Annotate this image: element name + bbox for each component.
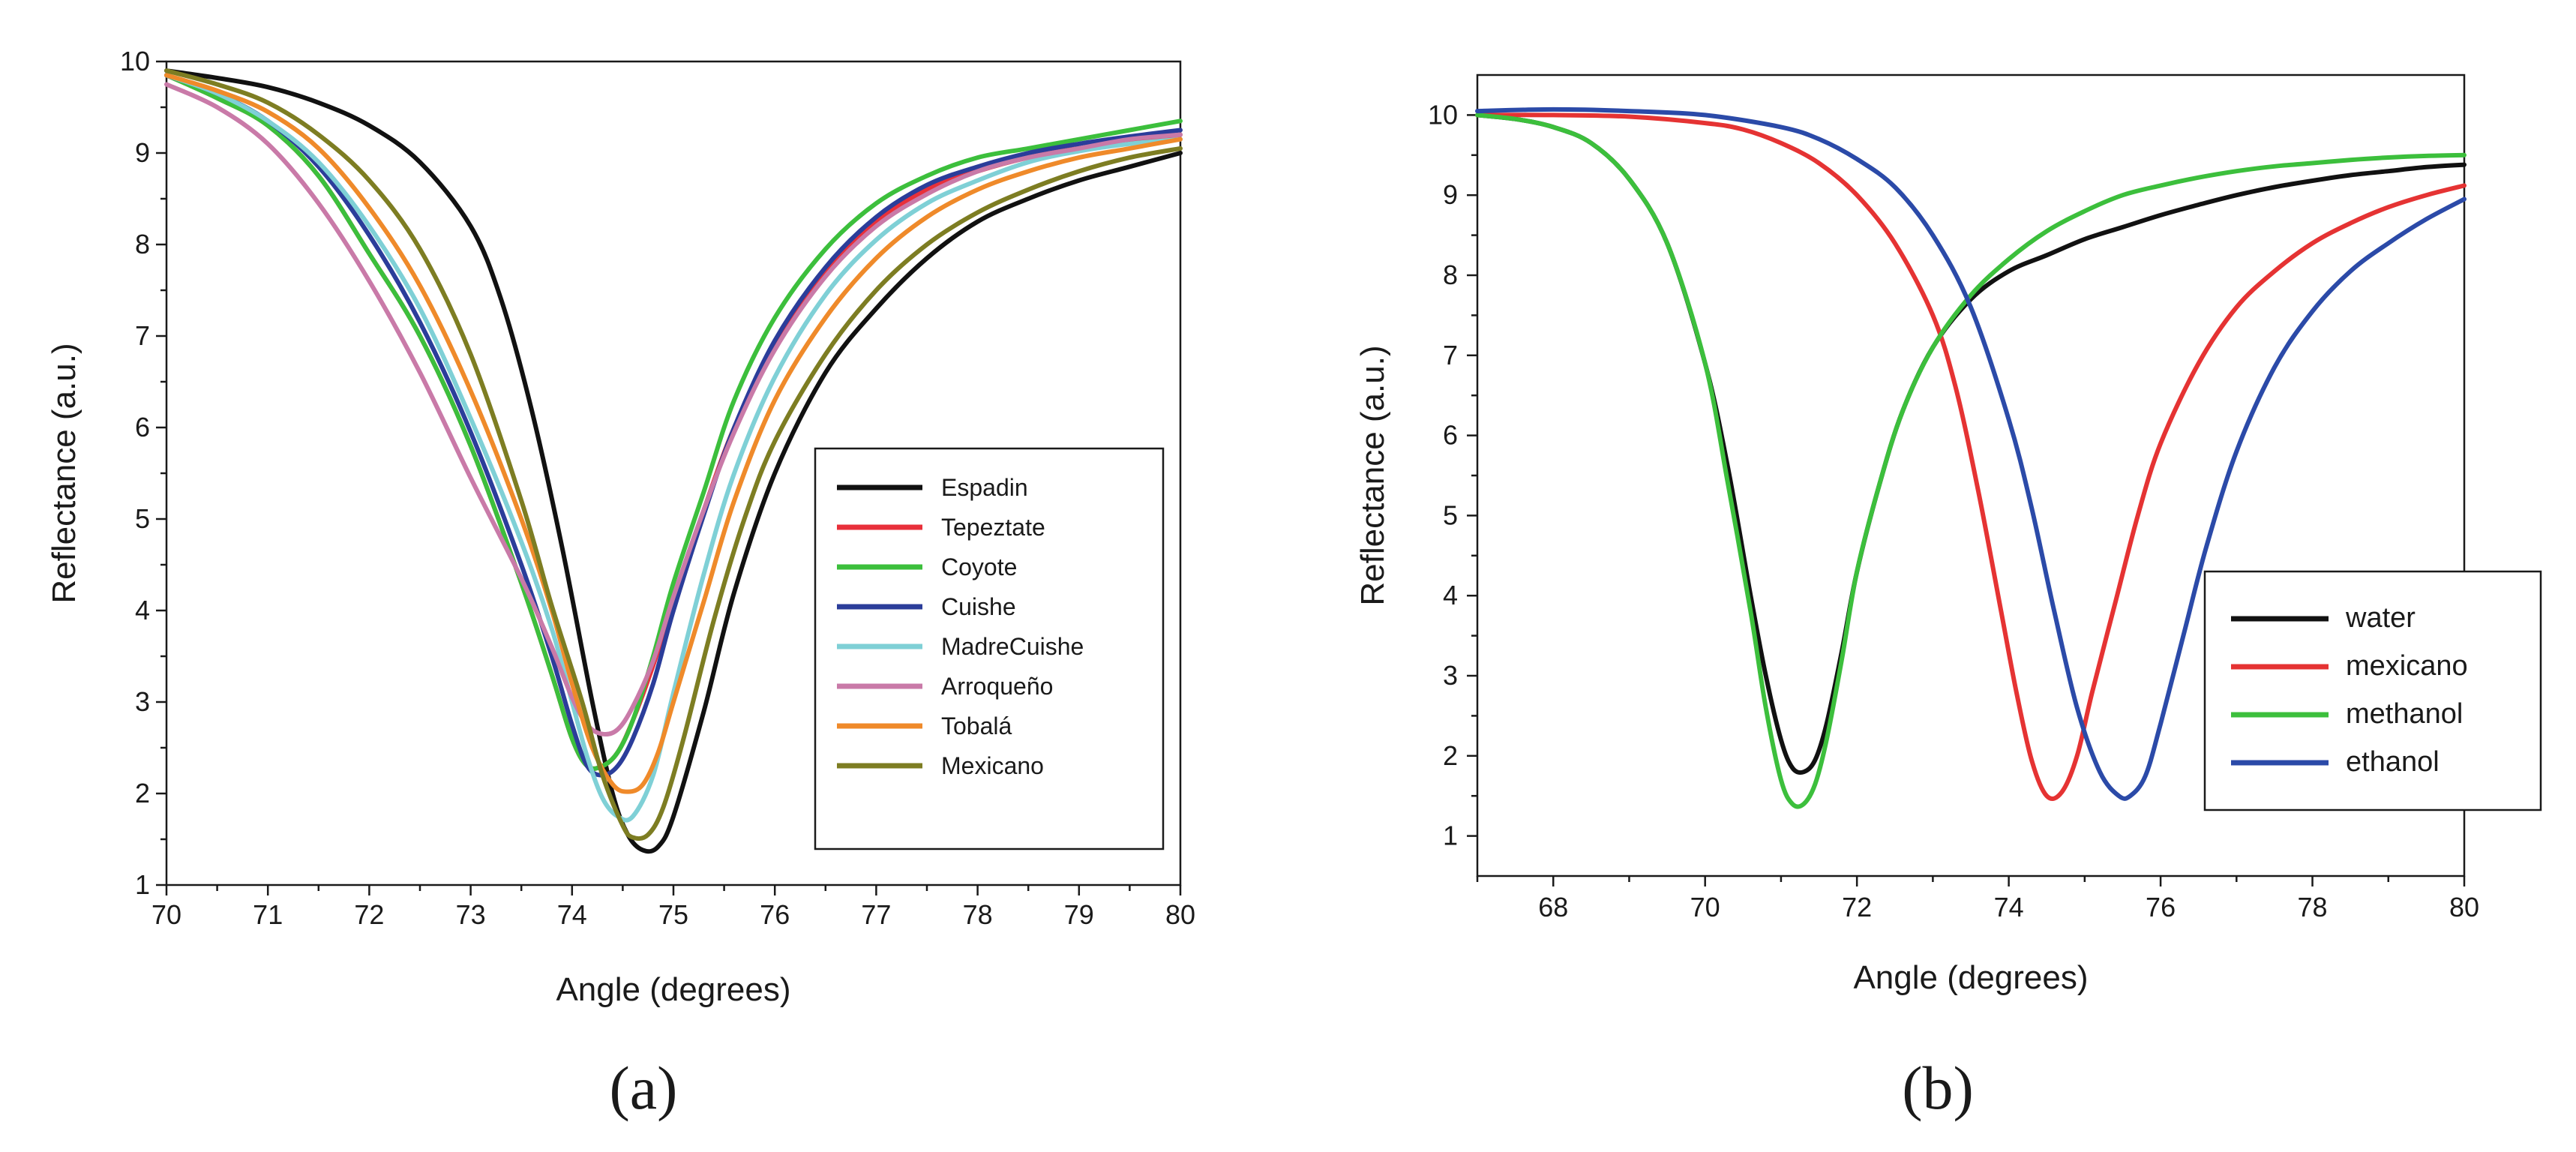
panel-a-y-tick-label-1: 2 — [135, 778, 150, 808]
panel-a-series-cuishe — [164, 73, 1183, 778]
panel-b-x-tick-label-1: 70 — [1690, 892, 1720, 922]
panel-a-x-tick-label-10: 80 — [1165, 899, 1195, 930]
panel-a-x-tick-label-3: 73 — [456, 899, 486, 930]
panel-a-y-tick-label-9: 10 — [120, 46, 150, 76]
panel-a-series-arroqueño — [164, 82, 1183, 737]
panel-a-x-axis-title: Angle (degrees) — [556, 971, 790, 1008]
panel-b-x-tick-label-3: 74 — [1994, 892, 2024, 922]
panel-b-x-tick-label-5: 78 — [2298, 892, 2328, 922]
panel-a-x-tick-label-6: 76 — [760, 899, 790, 930]
panel-b-y-tick-label-6: 7 — [1443, 340, 1458, 370]
panel-a-x-tick-label-7: 77 — [861, 899, 891, 930]
panel-b-x-tick-label-0: 68 — [1538, 892, 1568, 922]
panel-a-y-axis-title: Reflectance (a.u.) — [46, 343, 82, 603]
panel-a-legend-label-0: Espadin — [941, 474, 1028, 501]
panel-b-series-ethanol — [1475, 106, 2467, 801]
panel-a-x-tick-label-1: 71 — [253, 899, 283, 930]
panel-a-label: (a) — [609, 1054, 677, 1122]
panel-b-legend: water mexicano methanol ethanol — [2203, 570, 2542, 812]
panel-a-legend-label-6: Tobalá — [941, 712, 1012, 740]
panel-a-legend: Espadin Tepeztate Coyote Cuishe MadreCuishe A… — [814, 447, 1165, 850]
panel-a-legend-label-4: MadreCuishe — [941, 633, 1084, 660]
panel-b-series-methanol — [1475, 112, 2467, 809]
panel-b-x-tick-label-6: 80 — [2449, 892, 2479, 922]
panel-b-legend-label-2: methanol — [2346, 698, 2463, 730]
panel-a-y-tick-label-3: 4 — [135, 595, 150, 626]
panel-a-legend-label-5: Arroqueño — [941, 673, 1053, 700]
panel-b-legend-label-0: water — [2345, 602, 2416, 634]
panel-b-legend-items: water mexicano methanol ethanol — [2231, 602, 2468, 778]
panel-a-curves — [164, 68, 1183, 854]
panel-a-legend-label-3: Cuishe — [941, 593, 1016, 620]
panel-b-y-tick-label-7: 8 — [1443, 260, 1458, 290]
panel-a-series-mexicano — [164, 68, 1183, 842]
panel-b-series-mexicano — [1475, 112, 2467, 801]
panel-a-legend-label-7: Mexicano — [941, 752, 1044, 779]
panel-a-legend-label-1: Tepeztate — [941, 514, 1045, 541]
panel-a-series-madrecuishe — [164, 73, 1183, 823]
panel-a-series-coyote — [164, 73, 1183, 771]
panel-a-legend-label-2: Coyote — [941, 554, 1017, 580]
panel-a-x-tick-label-0: 70 — [151, 899, 181, 930]
panel-b-legend-label-1: mexicano — [2346, 650, 2468, 682]
panel-b-y-tick-label-8: 9 — [1443, 179, 1458, 210]
panel-a-y-tick-label-8: 9 — [135, 137, 150, 168]
panel-a-x-tick-label-9: 79 — [1064, 899, 1094, 930]
panel-b-x-tick-label-4: 76 — [2146, 892, 2176, 922]
panel-b-y-tick-label-9: 10 — [1428, 99, 1458, 130]
panel-a-y-tick-label-6: 7 — [135, 320, 150, 351]
panel-a-x-tick-label-2: 72 — [354, 899, 384, 930]
panel-b-y-tick-label-0: 1 — [1443, 820, 1458, 851]
panel-a-y-tick-label-0: 1 — [135, 869, 150, 900]
panel-b-curves — [1475, 106, 2467, 809]
panel-b-x-axis-title: Angle (degrees) — [1853, 959, 2088, 996]
panel-b-y-axis-title: Reflectance (a.u.) — [1354, 345, 1391, 605]
panel-a-y-tick-label-4: 5 — [135, 503, 150, 534]
panel-a-legend-items: Espadin Tepeztate Coyote Cuishe MadreCuishe A… — [837, 474, 1084, 779]
panel-a-series-tobalá — [164, 73, 1183, 794]
panel-a-x-tick-label-8: 78 — [963, 899, 993, 930]
panel-b-x-tick-label-2: 72 — [1842, 892, 1872, 922]
panel-a-x-tick-label-4: 74 — [557, 899, 587, 930]
panel-b-label: (b) — [1902, 1054, 1974, 1122]
panel-b-y-tick-label-1: 2 — [1443, 740, 1458, 771]
panel-b-y-tick-label-3: 4 — [1443, 580, 1458, 610]
panel-a-x-tick-label-5: 75 — [658, 899, 688, 930]
panel-a-y-tick-label-5: 6 — [135, 412, 150, 442]
panel-b-y-tick-label-5: 6 — [1443, 420, 1458, 451]
panel-b-legend-box — [2203, 570, 2542, 812]
panel-b-y-tick-label-2: 3 — [1443, 660, 1458, 691]
panel-a-series-espadin — [164, 68, 1183, 854]
panel-a-y-tick-label-2: 3 — [135, 686, 150, 717]
panel-b-legend-label-3: ethanol — [2346, 746, 2440, 778]
panel-b-y-tick-label-4: 5 — [1443, 500, 1458, 530]
panel-a-y-tick-label-7: 8 — [135, 229, 150, 260]
